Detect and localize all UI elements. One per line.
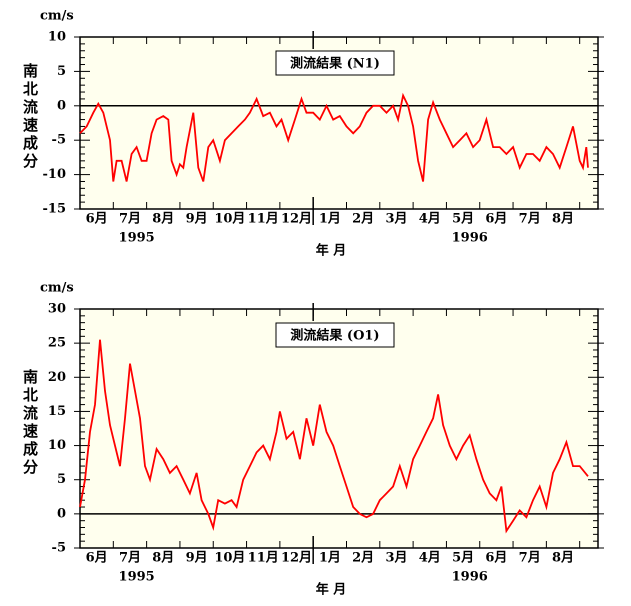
- x-tick-label: 11月: [248, 212, 279, 227]
- x-tick-label: 5月: [452, 551, 474, 566]
- year-label: 1995: [119, 231, 155, 246]
- plot-area: [79, 308, 599, 549]
- y-axis-label: 南北流速成分: [21, 368, 39, 477]
- unit-label: cm/s: [40, 281, 74, 296]
- x-tick-label: 2月: [352, 551, 374, 566]
- x-tick-label: 1月: [319, 212, 341, 227]
- x-tick-label: 7月: [119, 551, 141, 566]
- y-tick-label: 0: [57, 98, 66, 113]
- x-tick-label: 4月: [419, 212, 441, 227]
- y-tick-label: 30: [48, 302, 66, 317]
- y-tick-label: -15: [43, 202, 67, 217]
- unit-label: cm/s: [40, 9, 74, 24]
- data-line: [79, 339, 589, 534]
- y-tick-label: 0: [57, 506, 66, 521]
- chart-title: 測流結果 (O1): [290, 328, 379, 344]
- data-line: [79, 92, 589, 182]
- x-tick-label: 3月: [385, 212, 407, 227]
- x-tick-label: 7月: [119, 212, 141, 227]
- x-axis-label: 年 月: [316, 582, 347, 598]
- x-axis-label: 年 月: [316, 243, 347, 259]
- x-tick-label: 7月: [519, 212, 541, 227]
- y-tick-label: 10: [48, 438, 66, 453]
- x-tick-label: 2月: [352, 212, 374, 227]
- title-box: [275, 50, 395, 76]
- y-tick-label: 10: [48, 30, 66, 45]
- x-tick-label: 3月: [385, 551, 407, 566]
- y-tick-label: -5: [52, 133, 66, 148]
- x-tick-label: 1月: [319, 551, 341, 566]
- x-tick-label: 8月: [152, 212, 174, 227]
- year-label: 1996: [452, 570, 488, 585]
- year-label: 1996: [452, 231, 488, 246]
- y-tick-label: 5: [57, 64, 66, 79]
- x-tick-label: 8月: [152, 551, 174, 566]
- x-tick-label: 6月: [86, 212, 108, 227]
- x-tick-label: 7月: [519, 551, 541, 566]
- y-tick-label: -10: [43, 167, 67, 182]
- year-label: 1995: [119, 570, 155, 585]
- x-tick-label: 9月: [186, 212, 208, 227]
- x-tick-label: 5月: [452, 212, 474, 227]
- x-tick-label: 6月: [485, 551, 507, 566]
- y-tick-label: 5: [57, 472, 66, 487]
- x-tick-label: 10月: [214, 212, 245, 227]
- y-tick-label: 25: [48, 336, 66, 351]
- x-tick-label: 6月: [485, 212, 507, 227]
- x-tick-label: 12月: [281, 551, 312, 566]
- x-tick-label: 8月: [552, 212, 574, 227]
- x-tick-label: 12月: [281, 212, 312, 227]
- x-tick-label: 11月: [248, 551, 279, 566]
- x-tick-label: 4月: [419, 551, 441, 566]
- y-tick-label: 20: [48, 370, 66, 385]
- chart-title: 測流結果 (N1): [290, 56, 380, 72]
- x-tick-label: 10月: [214, 551, 245, 566]
- x-tick-label: 6月: [86, 551, 108, 566]
- title-box: [275, 322, 395, 348]
- y-axis-label: 南北流速成分: [21, 63, 39, 171]
- y-tick-label: 15: [48, 404, 66, 419]
- x-tick-label: 9月: [186, 551, 208, 566]
- x-tick-label: 8月: [552, 551, 574, 566]
- y-tick-label: -5: [52, 541, 66, 556]
